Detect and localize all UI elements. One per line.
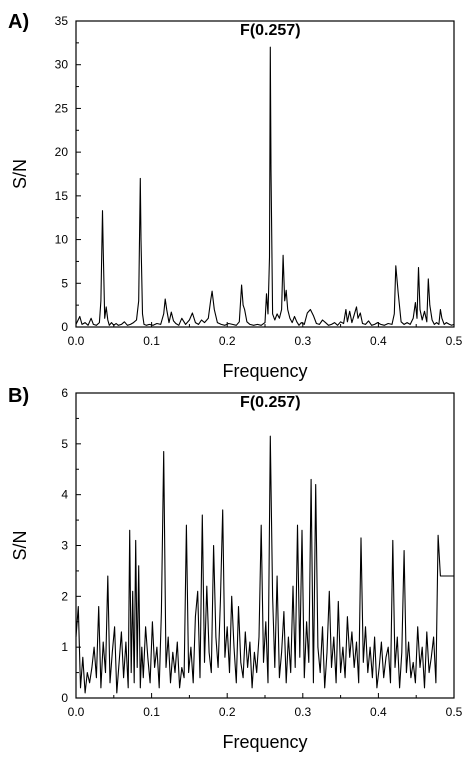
y-tick-label: 3 — [61, 539, 68, 553]
panel-a: 0.0 0.1 0.2 0.3 0.4 0.5 0 5 10 15 20 25 30 35 Frequenc… — [8, 11, 463, 381]
x-tick-label: 0.4 — [370, 334, 387, 348]
panel-label: A) — [8, 11, 29, 33]
series-line — [75, 46, 455, 326]
x-tick-label: 0.2 — [219, 334, 236, 348]
panel-label: B) — [8, 385, 29, 407]
x-tick-label: 0.1 — [143, 705, 160, 719]
x-tick-label: 0.3 — [294, 705, 311, 719]
y-tick-label: 10 — [55, 233, 69, 247]
x-tick-label: 0.1 — [143, 334, 160, 348]
y-axis-title: S/N — [10, 159, 30, 189]
y-tick-label: 25 — [55, 101, 69, 115]
y-tick-label: 15 — [55, 189, 69, 203]
y-tick-label: 20 — [55, 145, 69, 159]
y-tick-label: 35 — [55, 14, 69, 28]
peak-annotation: F(0.257) — [240, 394, 300, 411]
y-tick-label: 2 — [61, 589, 68, 603]
x-tick-label: 0.2 — [219, 705, 236, 719]
y-tick-label: 5 — [61, 437, 68, 451]
x-tick-label: 0.4 — [370, 705, 387, 719]
x-axis-title: Frequency — [222, 361, 307, 381]
x-tick-label: 0.3 — [294, 334, 311, 348]
y-axis-title: S/N — [10, 530, 30, 560]
peak-annotation: F(0.257) — [240, 22, 300, 39]
y-tick-label: 4 — [61, 488, 68, 502]
y-tick-label: 1 — [61, 640, 68, 654]
x-tick-label: 0.5 — [446, 334, 463, 348]
y-tick-label: 0 — [61, 320, 68, 334]
series-line — [75, 435, 454, 694]
x-tick-label: 0.5 — [446, 705, 463, 719]
panel-b: 0.0 0.1 0.2 0.3 0.4 0.5 0 1 2 3 4 5 6 Frequency S/N B) F… — [8, 385, 463, 752]
x-tick-label: 0.0 — [68, 705, 85, 719]
y-tick-label: 30 — [55, 58, 69, 72]
y-tick-label: 6 — [61, 386, 68, 400]
y-tick-label: 0 — [61, 691, 68, 705]
x-tick-label: 0.0 — [68, 334, 85, 348]
x-axis-title: Frequency — [222, 732, 307, 752]
y-tick-label: 5 — [61, 276, 68, 290]
